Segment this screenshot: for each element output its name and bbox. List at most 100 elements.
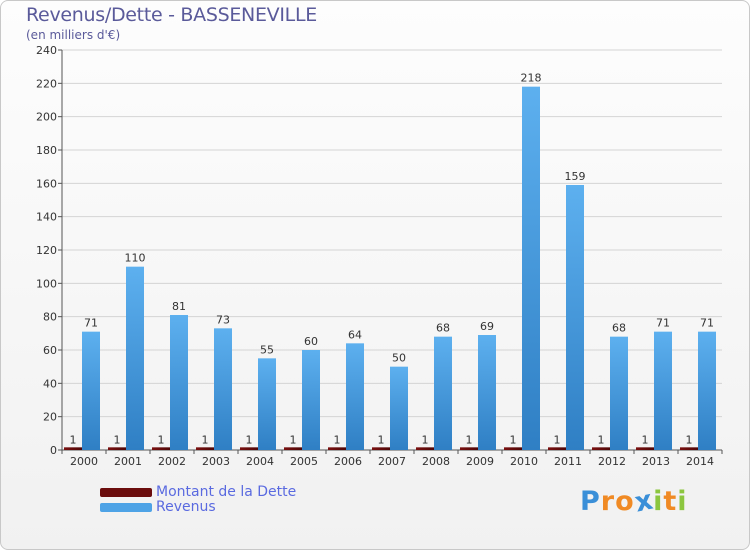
chart-subtitle: (en milliers d'€) [26, 28, 121, 42]
data-label-dette: 1 [114, 433, 121, 446]
bar-revenus [566, 185, 584, 450]
y-tick-label: 120 [36, 244, 57, 257]
data-label-revenus: 110 [125, 252, 146, 265]
bar-revenus [654, 331, 672, 450]
bar-dette [240, 447, 258, 450]
bar-revenus [698, 331, 716, 450]
x-tick-label: 2014 [686, 455, 714, 468]
logo-letter: P [580, 486, 601, 517]
y-tick-label: 180 [36, 144, 57, 157]
data-label-revenus: 69 [480, 320, 494, 333]
data-label-revenus: 68 [436, 322, 450, 335]
x-tick-label: 2011 [554, 455, 582, 468]
bar-revenus [126, 266, 144, 450]
y-tick-label: 0 [50, 444, 57, 457]
x-tick-label: 2004 [246, 455, 274, 468]
x-tick-label: 2007 [378, 455, 406, 468]
bar-revenus [170, 315, 188, 450]
data-label-revenus: 55 [260, 343, 274, 356]
data-label-revenus: 159 [565, 170, 586, 183]
bar-revenus [610, 336, 628, 450]
chart-legend: Montant de la Dette Revenus [100, 485, 296, 515]
bar-revenus [390, 366, 408, 450]
data-label-revenus: 60 [304, 335, 318, 348]
bar-dette [152, 447, 170, 450]
y-tick-label: 20 [43, 411, 57, 424]
logo-letter: r [600, 486, 616, 517]
y-tick-label: 200 [36, 111, 57, 124]
legend-item-debt: Montant de la Dette [100, 485, 296, 500]
y-tick-label: 60 [43, 344, 57, 357]
data-label-dette: 1 [686, 433, 693, 446]
x-tick-label: 2008 [422, 455, 450, 468]
bar-dette [636, 447, 654, 450]
x-tick-label: 2009 [466, 455, 494, 468]
y-tick-label: 220 [36, 77, 57, 90]
bar-dette [548, 447, 566, 450]
logo-letter: i [653, 486, 664, 517]
bar-revenus [478, 335, 496, 450]
x-tick-label: 2001 [114, 455, 142, 468]
bar-dette [196, 447, 214, 450]
bar-dette [416, 447, 434, 450]
y-tick-label: 40 [43, 377, 57, 390]
data-label-dette: 1 [422, 433, 429, 446]
logo-letter: t [663, 486, 678, 517]
bar-revenus [302, 350, 320, 450]
data-label-dette: 1 [510, 433, 517, 446]
proxiti-logo: Proxiti [580, 484, 688, 518]
data-label-dette: 1 [202, 433, 209, 446]
x-tick-label: 2003 [202, 455, 230, 468]
data-label-dette: 1 [158, 433, 165, 446]
bar-revenus [346, 343, 364, 450]
bar-dette [592, 447, 610, 450]
bar-revenus [522, 86, 540, 451]
bar-revenus [258, 358, 276, 450]
data-label-dette: 1 [598, 433, 605, 446]
bar-dette [64, 447, 82, 450]
y-tick-label: 160 [36, 177, 57, 190]
bar-revenus [434, 336, 452, 450]
data-label-revenus: 68 [612, 322, 626, 335]
legend-label-debt: Montant de la Dette [156, 484, 297, 500]
y-tick-label: 100 [36, 277, 57, 290]
bar-revenus [82, 331, 100, 450]
bar-dette [284, 447, 302, 450]
y-tick-label: 240 [36, 44, 57, 57]
bar-dette [504, 447, 522, 450]
x-tick-label: 2005 [290, 455, 318, 468]
data-label-dette: 1 [466, 433, 473, 446]
data-label-revenus: 218 [521, 72, 542, 85]
legend-item-revenus: Revenus [100, 500, 296, 515]
data-label-dette: 1 [642, 433, 649, 446]
legend-swatch-debt [100, 488, 152, 497]
logo-letter: i [677, 486, 688, 517]
y-tick-label: 80 [43, 311, 57, 324]
data-label-dette: 1 [246, 433, 253, 446]
data-label-dette: 1 [378, 433, 385, 446]
x-tick-label: 2013 [642, 455, 670, 468]
data-label-revenus: 71 [84, 317, 98, 330]
chart-title: Revenus/Dette - BASSENEVILLE [26, 4, 317, 26]
data-label-dette: 1 [290, 433, 297, 446]
legend-swatch-revenus [100, 503, 152, 512]
data-label-revenus: 64 [348, 328, 362, 341]
x-tick-label: 2012 [598, 455, 626, 468]
data-label-dette: 1 [554, 433, 561, 446]
data-label-revenus: 71 [656, 317, 670, 330]
x-tick-label: 2006 [334, 455, 362, 468]
bar-dette [108, 447, 126, 450]
x-tick-label: 2010 [510, 455, 538, 468]
legend-label-revenus: Revenus [156, 499, 216, 515]
bar-dette [372, 447, 390, 450]
data-label-dette: 1 [70, 433, 77, 446]
bar-revenus [214, 328, 232, 450]
data-label-revenus: 73 [216, 313, 230, 326]
data-label-revenus: 71 [700, 317, 714, 330]
bar-dette [680, 447, 698, 450]
data-label-revenus: 81 [172, 300, 186, 313]
bar-dette [460, 447, 478, 450]
y-tick-label: 140 [36, 211, 57, 224]
